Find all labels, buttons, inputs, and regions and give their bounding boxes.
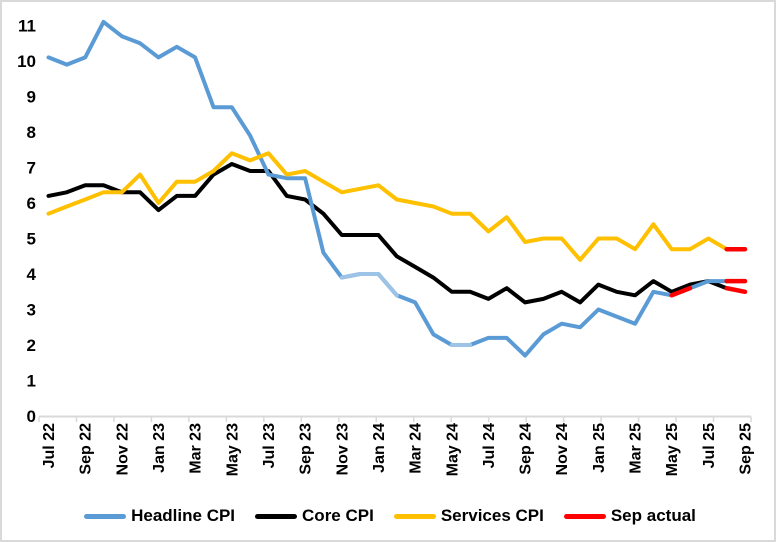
x-tick-label: Mar 24 [408,423,425,474]
series-line-light-headline-cpi [339,272,399,298]
x-tick-label: Mar 25 [628,423,645,474]
y-tick-label: 2 [27,336,36,355]
y-tick-label: 0 [27,407,36,426]
y-tick-label: 1 [27,372,36,391]
x-tick-label: Sep 22 [78,423,95,475]
y-tick-label: 11 [18,17,36,36]
y-tick-label: 10 [17,52,36,71]
x-tick-label: Sep 23 [298,423,315,475]
x-tick-label: May 25 [664,423,681,476]
x-tick-label: Nov 24 [554,423,571,476]
legend-swatch-core-cpi [255,513,298,519]
x-tick-label: Nov 22 [114,423,131,476]
legend-swatch-headline-cpi [84,513,127,519]
x-tick-label: Mar 23 [188,423,205,474]
legend-swatch-services-cpi [393,513,436,519]
legend-swatch-sep-actual [563,513,606,519]
x-tick-label: Jul 24 [481,423,498,468]
y-tick-label: 9 [27,88,36,107]
overlay-segment-sep-actual [724,285,748,295]
series-line-services-cpi [46,151,729,262]
x-tick-label: Jan 25 [591,423,608,473]
x-tick-label: Nov 23 [334,423,351,476]
series-line-core-cpi [46,162,729,305]
x-tick-label: Jul 22 [41,423,58,468]
plot-area: 0 1 2 3 4 5 6 7 8 9 10 11 Jul 22 Sep 22 Nov 22 Jan 23 Ma… [17,17,755,477]
y-tick-label: 3 [27,301,36,320]
y-tick-label: 8 [27,123,36,142]
x-tick-label: Sep 25 [738,423,755,475]
x-tick-label: Jul 25 [701,423,718,468]
legend-item-services-cpi: Services CPI [393,506,544,526]
x-tick-label: Jul 23 [261,423,278,468]
x-tick-label: Jan 23 [151,423,168,473]
y-tick-label: 4 [27,265,37,284]
x-tick-label: Sep 24 [518,423,535,475]
x-tick-label: May 24 [444,423,461,476]
legend: Headline CPI Core CPI Services CPI Sep actu… [2,496,774,536]
y-tick-label: 7 [27,159,36,178]
y-tick-label: 6 [27,194,36,213]
legend-item-core-cpi: Core CPI [255,506,374,526]
legend-label: Sep actual [610,506,696,525]
legend-label: Services CPI [440,506,544,525]
x-tick-label: May 23 [224,423,241,476]
legend-item-sep-actual: Sep actual [563,506,696,526]
y-tick-label: 5 [27,230,36,249]
legend-item-headline-cpi: Headline CPI [84,506,235,526]
x-tick-label: Jan 24 [371,423,388,473]
legend-label: Headline CPI [131,506,236,525]
legend-label: Core CPI [302,506,374,525]
overlay-segment-sep-actual [669,285,693,298]
